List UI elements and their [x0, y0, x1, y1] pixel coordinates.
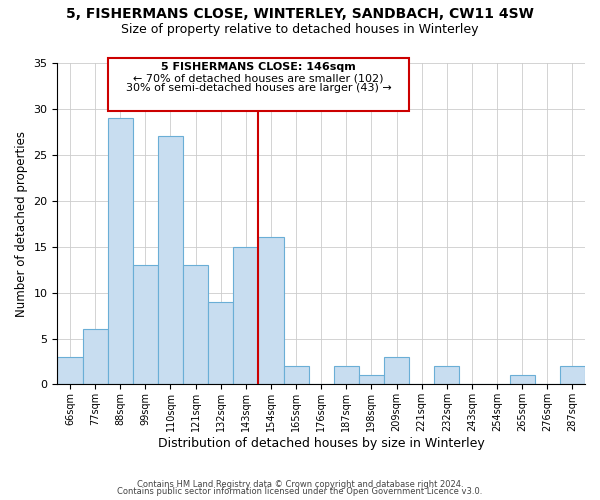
- Bar: [158, 136, 183, 384]
- X-axis label: Distribution of detached houses by size in Winterley: Distribution of detached houses by size …: [158, 437, 485, 450]
- Text: Size of property relative to detached houses in Winterley: Size of property relative to detached ho…: [121, 22, 479, 36]
- Text: Contains HM Land Registry data © Crown copyright and database right 2024.: Contains HM Land Registry data © Crown c…: [137, 480, 463, 489]
- Bar: [384, 357, 409, 384]
- Bar: [509, 375, 535, 384]
- Bar: [183, 265, 208, 384]
- Bar: [434, 366, 460, 384]
- Bar: [334, 366, 359, 384]
- Text: 5 FISHERMANS CLOSE: 146sqm: 5 FISHERMANS CLOSE: 146sqm: [161, 62, 356, 72]
- Text: 30% of semi-detached houses are larger (43) →: 30% of semi-detached houses are larger (…: [125, 83, 391, 93]
- Bar: [233, 246, 259, 384]
- Text: ← 70% of detached houses are smaller (102): ← 70% of detached houses are smaller (10…: [133, 73, 383, 83]
- Bar: [208, 302, 233, 384]
- Y-axis label: Number of detached properties: Number of detached properties: [15, 130, 28, 316]
- Text: Contains public sector information licensed under the Open Government Licence v3: Contains public sector information licen…: [118, 487, 482, 496]
- FancyBboxPatch shape: [107, 58, 409, 111]
- Bar: [83, 330, 107, 384]
- Bar: [560, 366, 585, 384]
- Bar: [259, 238, 284, 384]
- Bar: [133, 265, 158, 384]
- Bar: [58, 357, 83, 384]
- Bar: [359, 375, 384, 384]
- Bar: [107, 118, 133, 384]
- Bar: [284, 366, 308, 384]
- Text: 5, FISHERMANS CLOSE, WINTERLEY, SANDBACH, CW11 4SW: 5, FISHERMANS CLOSE, WINTERLEY, SANDBACH…: [66, 8, 534, 22]
